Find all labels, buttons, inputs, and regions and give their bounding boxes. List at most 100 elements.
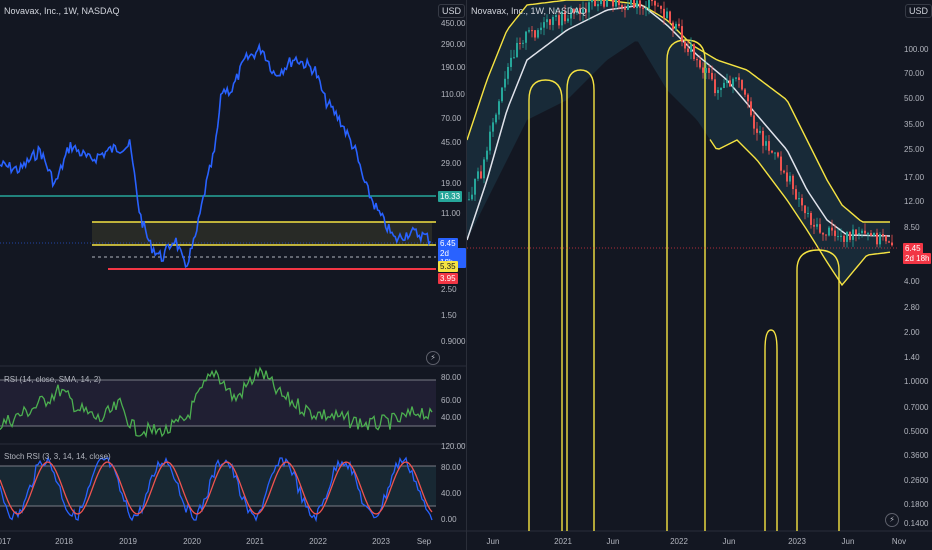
right-time-tick: Jun	[607, 537, 620, 546]
candle-body	[690, 44, 692, 53]
right-time-tick: Jun	[487, 537, 500, 546]
right-price-tick: 0.7000	[904, 403, 929, 412]
candle-body	[750, 101, 752, 116]
candle-body	[525, 31, 527, 43]
candle-body	[729, 80, 731, 87]
rsi-label[interactable]: RSI (14, close, SMA, 14, 2)	[4, 375, 101, 384]
right-currency-button[interactable]: USD	[905, 4, 932, 18]
candle-body	[471, 194, 473, 200]
left-price-tick: 110.00	[441, 90, 465, 99]
rsi-tick: 40.00	[441, 413, 462, 422]
candle-body	[492, 122, 494, 132]
candle-body	[822, 232, 824, 235]
candle-body	[507, 66, 509, 79]
candle-body	[468, 199, 470, 201]
candle-body	[759, 130, 761, 133]
candle-body	[549, 19, 551, 25]
candle-body	[858, 233, 860, 235]
right-chart-title: Novavax, Inc., 1W, NASDAQ	[471, 6, 587, 16]
candle-body	[486, 150, 488, 160]
candle-body	[540, 27, 542, 31]
left-price-tick: 2.50	[441, 285, 457, 294]
right-price-tick: 0.3600	[904, 451, 929, 460]
price-line	[0, 42, 432, 269]
left-lightning-icon[interactable]: ⚡	[426, 351, 440, 365]
green-level-badge: 16.33	[438, 191, 463, 202]
left-currency-button[interactable]: USD	[438, 4, 466, 18]
stoch-tick: 80.00	[441, 463, 462, 472]
candle-body	[744, 89, 746, 95]
candle-body	[534, 30, 536, 38]
left-chart-title: Novavax, Inc., 1W, NASDAQ	[4, 6, 120, 16]
rsi-tick: 80.00	[441, 373, 462, 382]
candle-body	[717, 90, 719, 94]
lower-band-spike	[796, 249, 840, 531]
candle-body	[627, 4, 629, 10]
right-price-tick: 100.00	[904, 45, 929, 54]
candle-body	[600, 0, 602, 5]
left-time-tick: 2020	[183, 537, 201, 546]
candle-body	[834, 230, 836, 237]
candle-body	[723, 82, 725, 89]
left-chart-panel[interactable]: 450.00 290.00 190.00 110.00 70.00 45.00 29.00 1…	[0, 0, 466, 550]
candle-body	[756, 128, 758, 133]
right-chart-panel[interactable]: 100.00 70.00 50.00 35.00 25.00 17.00 12.00 8.50…	[467, 0, 932, 550]
candle-body	[765, 141, 767, 146]
candle-body	[843, 235, 845, 242]
candle-body	[672, 22, 674, 30]
candle-body	[630, 0, 632, 5]
left-time-tick: 2017	[0, 537, 11, 546]
candle-body	[846, 231, 848, 242]
candle-body	[588, 2, 590, 13]
yellow-level-badge: 5.35	[438, 261, 458, 272]
candle-body	[819, 224, 821, 233]
candle-body	[879, 234, 881, 245]
left-price-tick: 11.00	[441, 209, 461, 218]
rsi-tick: 60.00	[441, 396, 462, 405]
candle-body	[657, 5, 659, 7]
candle-body	[510, 57, 512, 67]
panel-divider[interactable]	[466, 0, 467, 550]
left-time-tick: 2021	[246, 537, 264, 546]
right-time-tick: Nov	[892, 537, 906, 546]
candle-body	[774, 152, 776, 154]
candle-body	[477, 171, 479, 179]
candle-body	[576, 7, 578, 14]
left-chart-canvas[interactable]: 450.00 290.00 190.00 110.00 70.00 45.00 29.00 1…	[0, 0, 466, 550]
candle-body	[675, 23, 677, 30]
stoch-tick: 120.00	[441, 442, 466, 451]
candle-body	[594, 0, 596, 7]
candle-body	[885, 235, 887, 242]
candle-body	[813, 224, 815, 227]
right-lightning-icon[interactable]: ⚡	[885, 513, 899, 527]
candle-body	[603, 0, 605, 7]
right-price-tick: 0.1800	[904, 500, 929, 509]
candle-body	[840, 235, 842, 237]
candle-body	[654, 1, 656, 6]
candle-body	[714, 79, 716, 94]
candle-body	[495, 114, 497, 123]
candle-body	[849, 231, 851, 240]
candle-body	[591, 0, 593, 3]
stoch-rsi-label[interactable]: Stoch RSI (3, 3, 14, 14, close)	[4, 452, 111, 461]
right-price-tick: 1.0000	[904, 377, 929, 386]
candle-body	[726, 80, 728, 83]
rsi-line	[0, 366, 433, 439]
candle-body	[711, 72, 713, 80]
candle-body	[474, 178, 476, 195]
candle-body	[648, 0, 650, 9]
right-price-tick: 1.40	[904, 353, 920, 362]
right-chart-canvas[interactable]: 100.00 70.00 50.00 35.00 25.00 17.00 12.00 8.50…	[467, 0, 932, 550]
candle-body	[504, 78, 506, 88]
candle-body	[633, 0, 635, 9]
right-time-tick: 2021	[554, 537, 572, 546]
candle-body	[831, 227, 833, 231]
stoch-tick: 40.00	[441, 489, 462, 498]
candle-body	[567, 18, 569, 22]
candle-body	[606, 0, 608, 7]
candle-body	[882, 234, 884, 236]
candle-body	[867, 233, 869, 235]
left-price-badge: 6.45	[438, 238, 458, 249]
left-price-tick: 19.00	[441, 179, 462, 188]
right-time-tick: Jun	[723, 537, 736, 546]
